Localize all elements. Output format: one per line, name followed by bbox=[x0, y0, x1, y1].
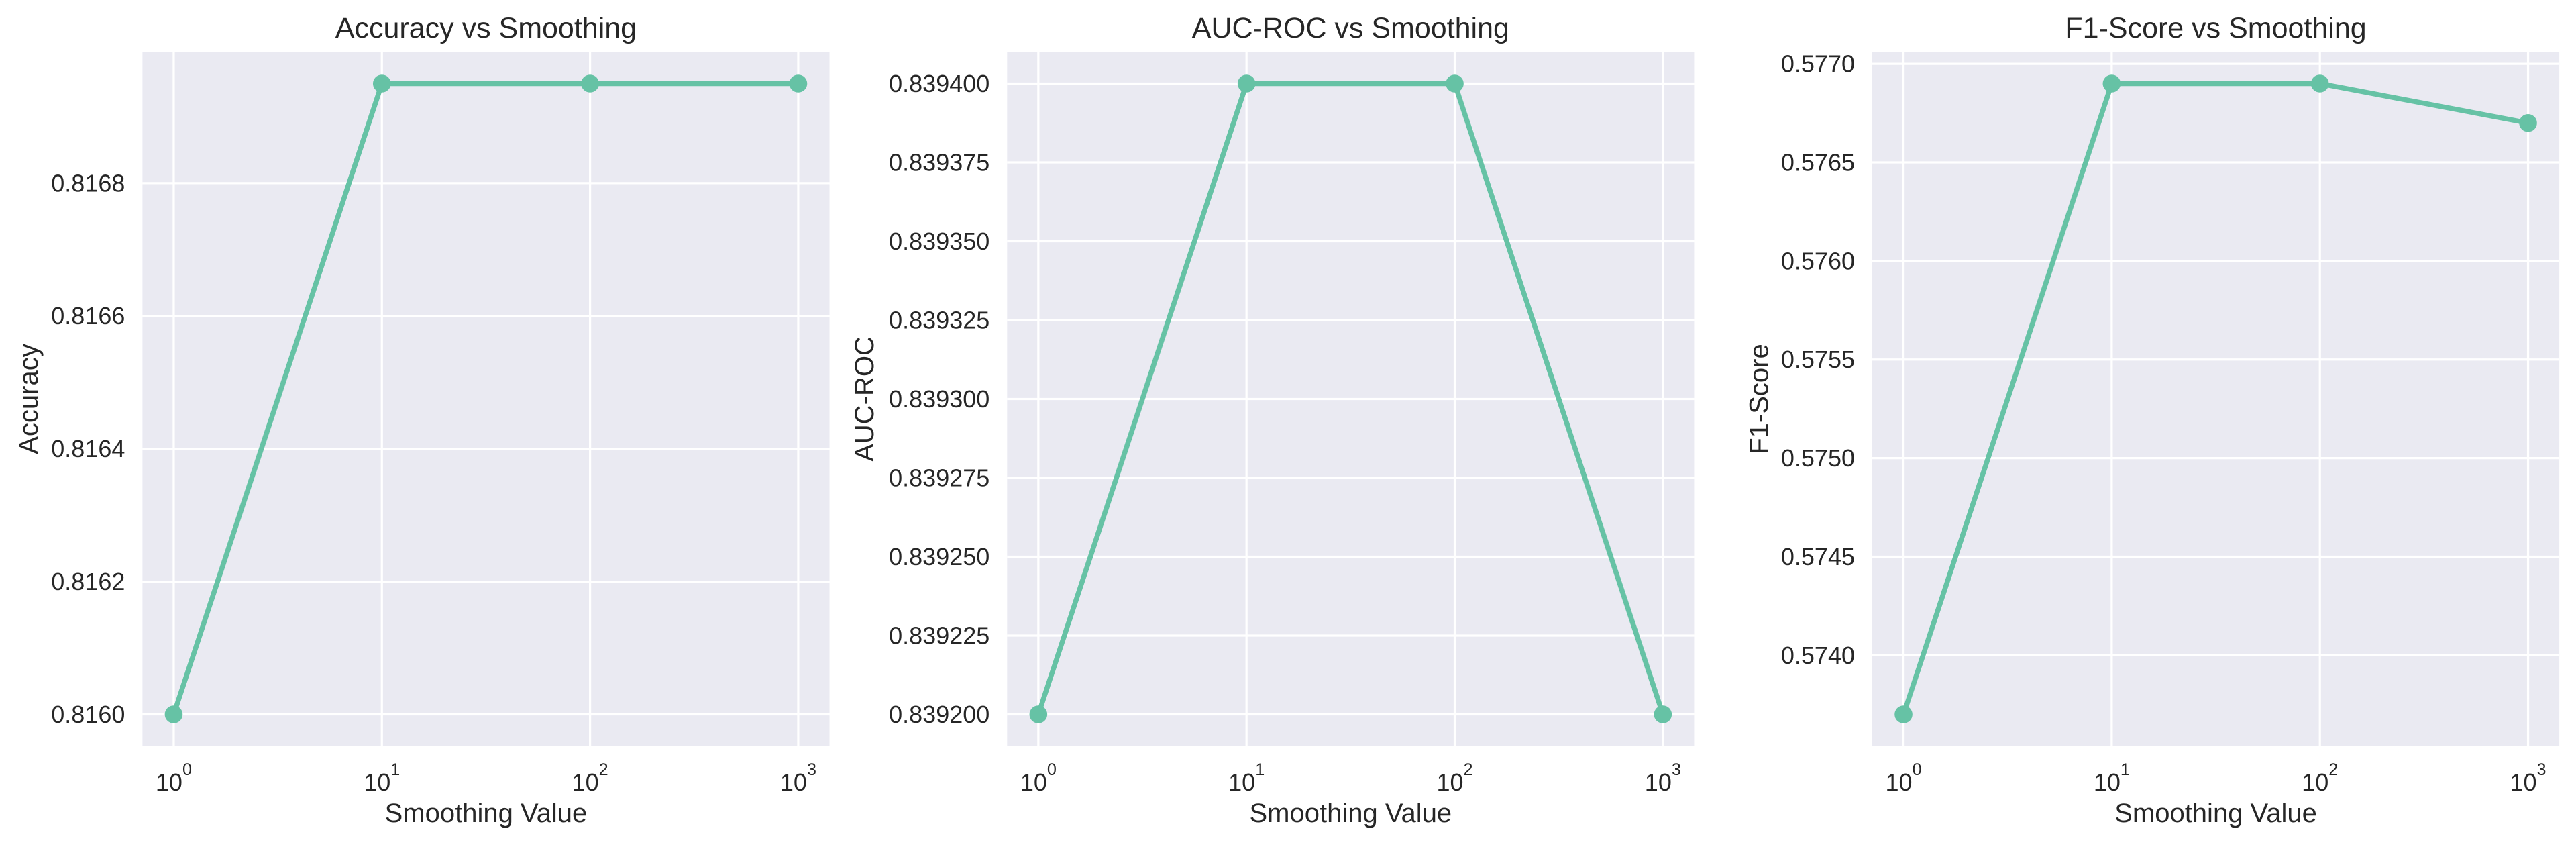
svg-text:0.8160: 0.8160 bbox=[51, 701, 125, 728]
svg-text:Smoothing Value: Smoothing Value bbox=[385, 799, 588, 828]
svg-text:0.839250: 0.839250 bbox=[889, 543, 989, 570]
svg-text:0.5755: 0.5755 bbox=[1781, 346, 1855, 373]
svg-text:0.8162: 0.8162 bbox=[51, 568, 125, 595]
svg-text:0.8168: 0.8168 bbox=[51, 169, 125, 197]
svg-text:0.5760: 0.5760 bbox=[1781, 247, 1855, 274]
svg-text:Smoothing Value: Smoothing Value bbox=[2114, 799, 2317, 828]
svg-text:0.839225: 0.839225 bbox=[889, 621, 989, 649]
svg-text:Accuracy vs Smoothing: Accuracy vs Smoothing bbox=[335, 12, 637, 44]
svg-text:0.8166: 0.8166 bbox=[51, 302, 125, 330]
svg-text:0.5745: 0.5745 bbox=[1781, 543, 1855, 570]
svg-text:0.839400: 0.839400 bbox=[889, 70, 989, 97]
svg-text:0.5770: 0.5770 bbox=[1781, 50, 1855, 78]
svg-text:0.839375: 0.839375 bbox=[889, 148, 989, 176]
svg-text:F1-Score: F1-Score bbox=[1745, 344, 1774, 454]
svg-text:0.839300: 0.839300 bbox=[889, 385, 989, 413]
svg-text:0.839350: 0.839350 bbox=[889, 228, 989, 255]
svg-text:F1-Score vs Smoothing: F1-Score vs Smoothing bbox=[2065, 12, 2366, 44]
svg-text:0.839275: 0.839275 bbox=[889, 464, 989, 491]
svg-text:0.5740: 0.5740 bbox=[1781, 642, 1855, 669]
svg-text:AUC-ROC: AUC-ROC bbox=[850, 336, 879, 462]
svg-text:0.5765: 0.5765 bbox=[1781, 148, 1855, 176]
svg-text:AUC-ROC vs Smoothing: AUC-ROC vs Smoothing bbox=[1192, 12, 1509, 44]
svg-text:0.8164: 0.8164 bbox=[51, 435, 125, 462]
svg-text:0.839200: 0.839200 bbox=[889, 701, 989, 728]
svg-text:0.5750: 0.5750 bbox=[1781, 444, 1855, 472]
svg-text:Accuracy: Accuracy bbox=[14, 344, 44, 454]
svg-text:Smoothing Value: Smoothing Value bbox=[1250, 799, 1452, 828]
svg-text:0.839325: 0.839325 bbox=[889, 306, 989, 334]
